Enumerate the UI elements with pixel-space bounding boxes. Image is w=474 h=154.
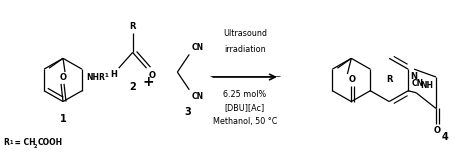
Text: CN: CN [411,79,423,88]
Text: [DBU][Ac]: [DBU][Ac] [225,103,265,113]
Text: 1: 1 [105,73,109,78]
Text: R: R [386,75,392,84]
Text: 2: 2 [33,144,36,149]
Text: 3: 3 [184,107,191,118]
Text: R: R [129,22,136,31]
Text: H: H [110,70,117,79]
Text: CN: CN [191,92,203,101]
Text: Methanol, 50 °C: Methanol, 50 °C [213,117,277,126]
Text: O: O [60,73,66,82]
Text: O: O [349,75,356,84]
Text: O: O [148,71,155,80]
Text: 1: 1 [9,140,13,145]
Text: irradiation: irradiation [224,45,266,54]
Text: COOH: COOH [37,138,62,147]
Text: 4: 4 [442,132,449,142]
Text: O: O [434,126,440,135]
Text: NH: NH [420,81,433,90]
Text: R: R [3,138,9,147]
Text: N: N [410,72,417,81]
Text: 1: 1 [60,114,66,124]
Text: 6.25 mol%: 6.25 mol% [223,90,266,99]
Text: CN: CN [191,43,203,53]
Text: = CH: = CH [12,138,36,147]
Text: 2: 2 [129,82,136,92]
Text: NHR: NHR [86,73,105,82]
Text: Ultrasound: Ultrasound [223,29,267,38]
Text: +: + [143,75,155,89]
